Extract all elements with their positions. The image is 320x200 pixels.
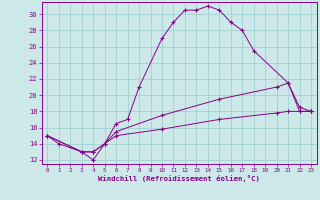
X-axis label: Windchill (Refroidissement éolien,°C): Windchill (Refroidissement éolien,°C)	[98, 175, 260, 182]
